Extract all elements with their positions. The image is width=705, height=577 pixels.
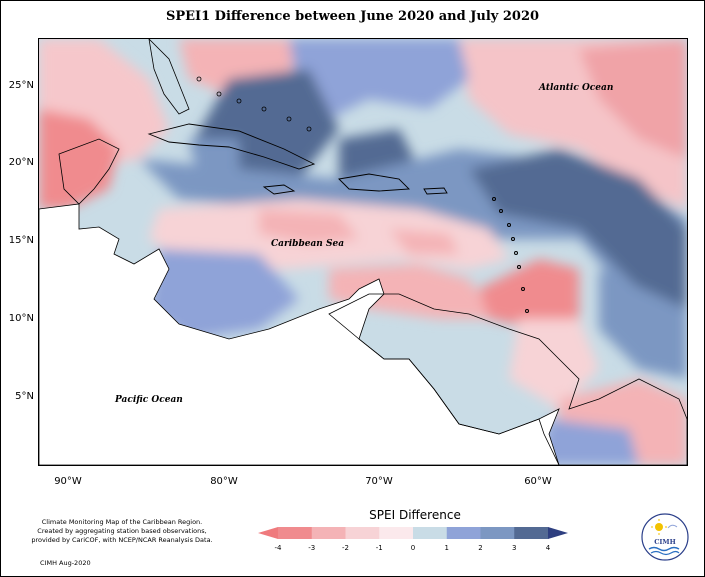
footer-date: CIMH Aug-2020: [40, 559, 91, 567]
legend-tick-label: 4: [546, 544, 551, 552]
legend-title: SPEI Difference: [369, 508, 461, 522]
legend-colorbar: -4 -3 -2 -1 0 1 2 3 4: [258, 527, 568, 552]
footer-line-2: Created by aggregating station based obs…: [37, 527, 207, 535]
legend-tick-label: -2: [342, 544, 349, 552]
lat-label-5n: 5°N: [15, 391, 34, 402]
lat-label-25n: 25°N: [8, 80, 34, 91]
legend-tick-label: -1: [376, 544, 383, 552]
map-panel: Atlantic Ocean Caribbean Sea Pacific Oce…: [38, 38, 688, 466]
footer-line-3: provided by CariCOF, with NCEP/NCAR Rean…: [31, 536, 213, 544]
lat-label-10n: 10°N: [8, 313, 34, 324]
legend-tick-label: 2: [478, 544, 482, 552]
lon-label-60w: 60°W: [524, 476, 552, 487]
sun-wave-logo-icon: CIMH: [641, 513, 689, 561]
legend-swatch: [278, 527, 313, 539]
legend-swatch: [345, 527, 380, 539]
legend-swatch: [311, 527, 346, 539]
legend-arrow-low: [258, 527, 278, 539]
spei-field: [39, 39, 687, 465]
lon-label-70w: 70°W: [365, 476, 393, 487]
land-masses: [39, 39, 687, 465]
legend-tick-label: 1: [445, 544, 449, 552]
map-title: SPEI1 Difference between June 2020 and J…: [165, 9, 540, 24]
caribbean-sea-label: Caribbean Sea: [271, 239, 344, 249]
footer-description: Climate Monitoring Map of the Caribbean …: [22, 518, 222, 545]
legend-swatch: [514, 527, 549, 539]
lat-label-15n: 15°N: [8, 235, 34, 246]
legend-tick-label: -3: [308, 544, 315, 552]
lon-label-90w: 90°W: [54, 476, 82, 487]
lon-label-80w: 80°W: [210, 476, 238, 487]
legend-arrow-high: [548, 527, 568, 539]
legend-swatch: [413, 527, 448, 539]
legend-tick-label: -4: [275, 544, 283, 552]
lat-label-20n: 20°N: [8, 157, 34, 168]
atlantic-ocean-label: Atlantic Ocean: [538, 83, 613, 93]
legend-swatch: [379, 527, 414, 539]
footer-line-1: Climate Monitoring Map of the Caribbean …: [41, 518, 203, 526]
legend-swatch: [480, 527, 515, 539]
cimh-logo: CIMH: [640, 512, 690, 562]
legend-tick-label: 3: [512, 544, 516, 552]
legend-swatch: [446, 527, 481, 539]
pacific-ocean-label: Pacific Ocean: [114, 395, 183, 405]
spei-map: Atlantic Ocean Caribbean Sea Pacific Oce…: [39, 39, 687, 465]
legend-tick-label: 0: [411, 544, 415, 552]
logo-text: CIMH: [654, 538, 676, 546]
